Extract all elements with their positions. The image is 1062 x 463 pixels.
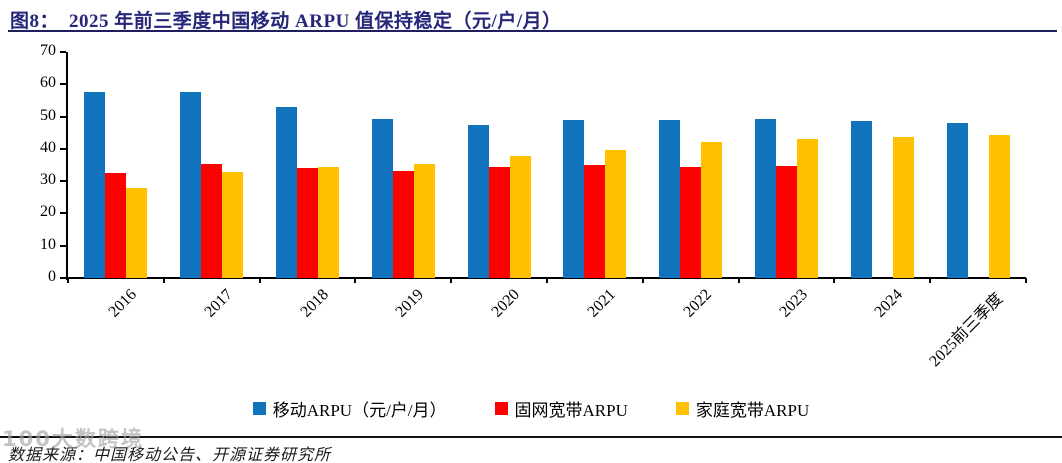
x-axis-tick <box>258 278 261 283</box>
legend-item-home-broadband-arpu: 家庭宽带ARPU <box>675 396 810 421</box>
x-axis-tick <box>833 278 836 283</box>
chart-legend: 移动ARPU（元/户/月） 固网宽带ARPU 家庭宽带ARPU <box>0 396 1062 421</box>
y-axis-tick-label: 0 <box>48 268 56 285</box>
y-axis-tick <box>60 115 66 118</box>
x-axis-label-2024: 2024 <box>871 286 907 321</box>
data-source-note: 数据来源：中国移动公告、开源证券研究所 <box>8 447 332 463</box>
bar-固网宽带ARPU-2023 <box>776 165 797 278</box>
x-axis-tick <box>450 278 453 283</box>
figure-number-label: 图8： <box>10 11 60 32</box>
x-axis-label-2020: 2020 <box>488 286 524 321</box>
bar-家庭宽带ARPU-2017 <box>222 171 244 278</box>
y-axis-tick <box>60 277 66 279</box>
bar-固网宽带ARPU-2021 <box>584 165 606 278</box>
x-axis-label-2016: 2016 <box>105 286 140 321</box>
y-axis-tick-label: 70 <box>40 42 56 59</box>
legend-label: 移动ARPU（元/户/月） <box>272 401 447 420</box>
bar-移动ARPU（元/户/月）-2025前三季度 <box>946 123 968 278</box>
bar-家庭宽带ARPU-2024 <box>892 136 914 278</box>
bar-移动ARPU（元/户/月）-2018 <box>276 106 297 278</box>
bar-移动ARPU（元/户/月）-2021 <box>563 120 585 278</box>
y-axis-tick <box>60 244 66 247</box>
x-axis-tick <box>546 278 548 283</box>
bar-家庭宽带ARPU-2022 <box>701 142 723 278</box>
x-axis-label-2025前三季度: 2025前三季度 <box>926 290 1007 371</box>
x-axis-tick <box>737 278 740 283</box>
bar-移动ARPU（元/户/月）-2023 <box>755 118 776 278</box>
bar-家庭宽带ARPU-2025前三季度 <box>988 135 1010 278</box>
y-axis-tick-label: 20 <box>40 203 56 221</box>
x-axis-label-2018: 2018 <box>296 286 332 321</box>
x-axis-label-2019: 2019 <box>392 286 428 321</box>
bar-移动ARPU（元/户/月）-2017 <box>180 91 202 278</box>
bar-家庭宽带ARPU-2021 <box>605 149 627 278</box>
x-axis-tick <box>67 278 69 283</box>
y-axis-tick-label: 60 <box>40 74 56 92</box>
bar-移动ARPU（元/户/月）-2016 <box>84 92 106 278</box>
y-axis-tick <box>60 180 66 183</box>
x-axis-label-2017: 2017 <box>201 286 236 321</box>
legend-swatch-red <box>494 402 508 415</box>
y-axis-tick <box>60 83 66 86</box>
title-underline <box>8 30 1057 32</box>
y-axis-line <box>66 52 68 280</box>
bar-固网宽带ARPU-2018 <box>297 168 318 278</box>
y-axis-tick <box>60 147 66 150</box>
x-axis-label-2022: 2022 <box>680 286 715 321</box>
bar-固网宽带ARPU-2020 <box>488 166 510 278</box>
legend-item-fixed-broadband-arpu: 固网宽带ARPU <box>494 396 628 421</box>
y-axis-tick-label: 10 <box>40 235 56 253</box>
bar-移动ARPU（元/户/月）-2022 <box>659 119 681 278</box>
x-axis-tick <box>162 278 165 283</box>
legend-label: 固网宽带ARPU <box>514 401 628 420</box>
legend-label: 家庭宽带ARPU <box>695 401 810 420</box>
x-axis-tick <box>641 278 644 283</box>
bar-家庭宽带ARPU-2023 <box>797 138 818 278</box>
x-axis-tick <box>1025 278 1027 283</box>
x-axis-label-2021: 2021 <box>584 286 619 321</box>
bar-家庭宽带ARPU-2020 <box>509 156 531 278</box>
x-axis-tick <box>354 278 357 283</box>
figure-title-text: 2025 年前三季度中国移动 ARPU 值保持稳定（元/户/月） <box>69 11 562 32</box>
legend-swatch-blue <box>252 402 266 415</box>
bar-移动ARPU（元/户/月）-2024 <box>850 121 872 278</box>
figure-title: 图8： 2025 年前三季度中国移动 ARPU 值保持稳定（元/户/月） <box>10 6 1056 33</box>
bar-移动ARPU（元/户/月）-2020 <box>467 124 489 278</box>
bar-移动ARPU（元/户/月）-2019 <box>371 119 393 278</box>
legend-swatch-yellow <box>675 402 689 415</box>
bar-固网宽带ARPU-2019 <box>392 171 414 278</box>
bar-家庭宽带ARPU-2016 <box>126 187 148 278</box>
y-axis-tick-label: 40 <box>40 138 56 156</box>
bar-家庭宽带ARPU-2018 <box>318 167 339 278</box>
y-axis-tick-label: 50 <box>40 106 56 124</box>
bottom-divider <box>0 436 1062 438</box>
watermark: 100大数跨境 <box>2 427 144 451</box>
bar-固网宽带ARPU-2022 <box>680 166 702 278</box>
x-axis-tick <box>929 278 932 283</box>
y-axis-tick <box>60 212 66 215</box>
x-axis-label-2023: 2023 <box>775 286 811 321</box>
bar-固网宽带ARPU-2016 <box>105 173 127 278</box>
y-axis-tick <box>60 51 66 53</box>
y-axis-tick-label: 30 <box>40 171 56 189</box>
legend-item-mobile-arpu: 移动ARPU（元/户/月） <box>252 396 447 421</box>
bar-家庭宽带ARPU-2019 <box>413 164 435 278</box>
bar-固网宽带ARPU-2017 <box>201 164 223 278</box>
